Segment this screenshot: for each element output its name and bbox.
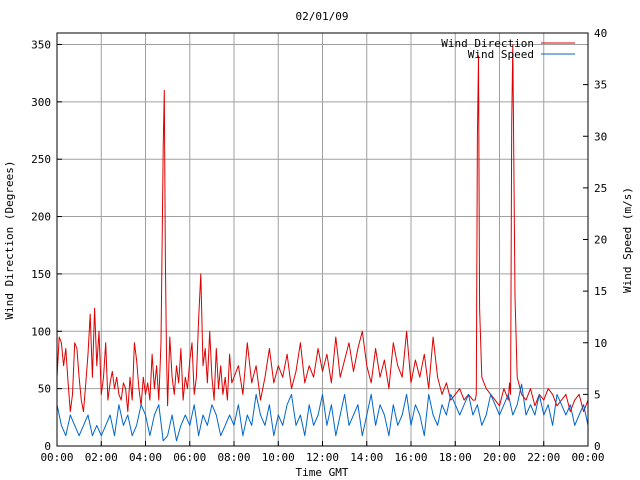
y-left-tick-label: 250 — [31, 153, 51, 166]
x-tick-label: 10:00 — [262, 451, 295, 464]
x-tick-label: 16:00 — [394, 451, 427, 464]
y-right-tick-label: 35 — [594, 79, 607, 92]
x-tick-label: 12:00 — [306, 451, 339, 464]
y-left-tick-label: 50 — [38, 383, 51, 396]
x-tick-label: 02:00 — [85, 451, 118, 464]
axis-ticks: 00:00 02:00 04:00 06:00 08:00 10:00 12:00 14:00… — [31, 27, 607, 464]
y-axis-label-right: Wind Speed (m/s) — [621, 187, 634, 293]
y-right-tick-label: 10 — [594, 337, 607, 350]
y-left-tick-label: 150 — [31, 268, 51, 281]
x-tick-label: 22:00 — [527, 451, 560, 464]
y-axis-label-left: Wind Direction (Degrees) — [3, 161, 16, 320]
series-lines — [56, 44, 589, 442]
y-right-tick-label: 0 — [594, 440, 601, 453]
y-right-tick-label: 25 — [594, 182, 607, 195]
y-right-tick-label: 5 — [594, 388, 601, 401]
y-right-tick-label: 20 — [594, 234, 607, 247]
chart-title: 02/01/09 — [296, 10, 349, 23]
x-tick-label: 00:00 — [40, 451, 73, 464]
wind-direction-line — [56, 44, 589, 413]
x-tick-label: 18:00 — [439, 451, 472, 464]
x-tick-label: 14:00 — [350, 451, 383, 464]
y-left-tick-label: 350 — [31, 38, 51, 51]
x-tick-label: 04:00 — [129, 451, 162, 464]
x-tick-label: 08:00 — [217, 451, 250, 464]
x-tick-label: 00:00 — [571, 451, 604, 464]
y-left-tick-label: 100 — [31, 325, 51, 338]
wind-speed-line — [56, 383, 589, 442]
y-left-tick-label: 300 — [31, 96, 51, 109]
x-tick-label: 20:00 — [483, 451, 516, 464]
y-right-tick-label: 30 — [594, 130, 607, 143]
x-axis-label: Time GMT — [296, 466, 349, 479]
legend-label-wind-direction: Wind Direction — [441, 37, 534, 50]
y-left-tick-label: 0 — [44, 440, 51, 453]
grid-lines — [57, 33, 588, 446]
y-left-tick-label: 200 — [31, 211, 51, 224]
x-tick-label: 06:00 — [173, 451, 206, 464]
y-right-tick-label: 15 — [594, 285, 607, 298]
legend-label-wind-speed: Wind Speed — [468, 48, 534, 61]
y-right-tick-label: 40 — [594, 27, 607, 40]
